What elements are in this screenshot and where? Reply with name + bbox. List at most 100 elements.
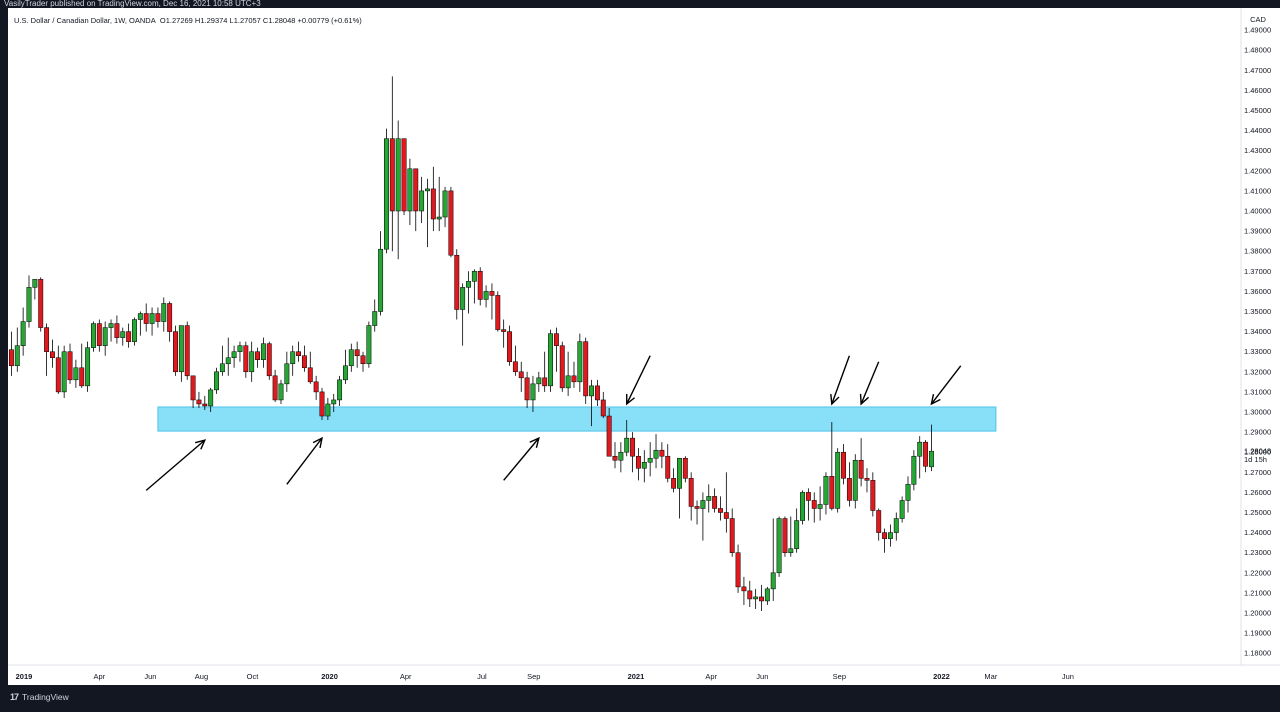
price-tick-label: 1.32000	[1244, 367, 1271, 376]
candle-body	[249, 351, 255, 373]
price-tick-label: 1.37000	[1244, 267, 1271, 276]
candle-body	[61, 351, 67, 393]
candle-body	[559, 345, 565, 389]
candle-body	[835, 451, 841, 509]
candle-body	[489, 291, 495, 296]
arrow-annotation	[145, 439, 207, 491]
price-tick-label: 1.41000	[1244, 186, 1271, 195]
ohlc-summary: O1.27269 H1.29374 L1.27057 C1.28048 +0.0…	[159, 16, 362, 25]
last-price-label: 1.28048	[1244, 447, 1271, 456]
candle-body	[899, 500, 905, 519]
annotation-arrows-layer	[145, 355, 962, 491]
candle-body	[132, 319, 137, 342]
tradingview-logo-icon: 17	[10, 692, 19, 702]
time-tick-label: Jun	[756, 672, 768, 681]
candle-body	[782, 518, 788, 553]
candle-body	[272, 375, 278, 401]
price-tick-label: 1.22000	[1244, 568, 1271, 577]
candle-body	[507, 331, 512, 363]
candle-body	[307, 367, 313, 383]
bottom-bar	[0, 685, 1280, 712]
arrow-head-icon	[312, 436, 323, 449]
candle-body	[155, 313, 161, 322]
support-resistance-zone-layer	[157, 406, 997, 432]
price-tick-label: 1.25000	[1244, 508, 1271, 517]
candle-body	[618, 451, 624, 461]
candle-body	[196, 399, 202, 405]
candle-body	[805, 492, 811, 501]
candle-body	[671, 478, 677, 489]
candle-body	[524, 377, 530, 401]
candle-body	[38, 279, 44, 328]
candle-body	[911, 455, 917, 485]
candle-body	[630, 437, 636, 457]
candle-body	[764, 588, 770, 602]
candle-body	[512, 361, 518, 373]
candle-body	[214, 371, 219, 391]
candle-body	[419, 190, 425, 212]
arrow-annotation	[626, 355, 651, 406]
candle-body	[325, 403, 331, 417]
candle-body	[688, 478, 694, 507]
publisher-bar: VasilyTrader published on TradingView.co…	[0, 0, 1280, 8]
price-tick-label: 1.43000	[1244, 146, 1271, 155]
candle-body	[55, 357, 61, 393]
price-tick-label: 1.39000	[1244, 227, 1271, 236]
candle-body	[79, 367, 85, 387]
candle-body	[378, 248, 384, 312]
candle-body	[313, 381, 319, 393]
candle-body	[565, 375, 571, 389]
candle-body	[729, 518, 735, 553]
candle-body	[864, 478, 870, 481]
candle-body	[536, 377, 542, 385]
candle-body	[917, 441, 923, 457]
chart-frame	[8, 8, 1280, 685]
candle-body	[114, 323, 120, 338]
arrow-head-icon	[830, 393, 840, 406]
candle-body	[454, 254, 460, 310]
candle-body	[167, 303, 173, 332]
candle-body	[296, 351, 302, 356]
candle-body	[594, 385, 600, 401]
price-tick-label: 1.21000	[1244, 588, 1271, 597]
time-tick-label: Jun	[1062, 672, 1074, 681]
candle-body	[143, 313, 149, 324]
candle-body	[841, 451, 846, 479]
brand-label: TradingView	[22, 692, 69, 702]
time-tick-label: Mar	[984, 672, 997, 681]
chart-legend: U.S. Dollar / Canadian Dollar, 1W, OANDA…	[14, 16, 362, 25]
candle-body	[8, 349, 14, 367]
candle-body	[348, 349, 354, 367]
candle-body	[577, 341, 583, 383]
arrow-shaft	[503, 437, 540, 481]
candle-body	[231, 351, 237, 358]
time-tick-label: Apr	[705, 672, 717, 681]
candle-body	[682, 457, 688, 479]
candle-body	[360, 355, 366, 365]
candle-body	[893, 518, 899, 533]
candle-body	[225, 357, 231, 365]
price-tick-label: 1.40000	[1244, 207, 1271, 216]
candle-body	[846, 478, 852, 501]
candle-body	[208, 389, 214, 407]
candle-body	[495, 295, 501, 330]
candle-body	[278, 383, 284, 401]
price-tick-label: 1.42000	[1244, 166, 1271, 175]
candle-body	[548, 333, 553, 387]
candle-body	[460, 287, 466, 310]
candle-body	[823, 476, 829, 505]
tradingview-brand[interactable]: 17 TradingView	[10, 692, 69, 702]
arrow-shaft	[831, 355, 851, 405]
candle-body	[149, 313, 155, 324]
time-axis: 2019 Apr Jun Aug Oct 2020 Apr Jul Sep 2021 Apr Jun S…	[8, 664, 1280, 681]
candle-body	[583, 341, 589, 397]
arrow-annotation	[286, 436, 323, 485]
arrow-head-icon	[529, 436, 540, 449]
candle-body	[395, 138, 401, 212]
candle-body	[184, 325, 190, 377]
candle-body	[49, 351, 55, 358]
candle-body	[858, 459, 864, 479]
price-tick-label: 1.33000	[1244, 347, 1271, 356]
price-tick-label: 1.29000	[1244, 428, 1271, 437]
